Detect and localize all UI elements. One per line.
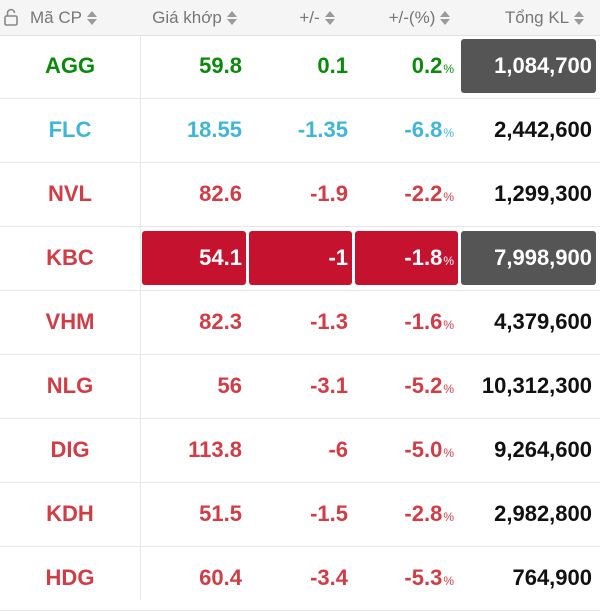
percent-unit: % (443, 574, 454, 588)
stock-code[interactable]: KDH (46, 501, 94, 526)
match-price: 54.1 (142, 231, 246, 285)
percent-value: -1.8 (404, 245, 443, 270)
percent-unit: % (443, 510, 454, 524)
stock-code[interactable]: VHM (45, 309, 95, 334)
table-row[interactable]: FLC 18.55 -1.35 -6.8% 2,442,600 (0, 99, 600, 163)
percent-unit: % (443, 62, 454, 76)
stock-code[interactable]: NVL (48, 181, 92, 206)
percent-unit: % (443, 446, 454, 460)
match-price: 82.3 (199, 309, 242, 334)
header-code[interactable]: Mã CP (30, 0, 122, 35)
table-row[interactable]: NVL 82.6 -1.9 -2.2% 1,299,300 (0, 163, 600, 227)
match-price: 60.4 (199, 565, 242, 590)
price-change: -1.35 (297, 117, 348, 142)
price-change: -1.3 (310, 309, 348, 334)
header-change-label: +/- (299, 7, 320, 27)
match-price: 82.6 (199, 181, 242, 206)
total-volume: 7,998,900 (461, 231, 596, 285)
percent-change: -2.8% (355, 487, 458, 541)
match-price: 18.55 (186, 117, 242, 142)
header-change[interactable]: +/- (280, 0, 355, 35)
total-volume: 2,442,600 (494, 117, 592, 142)
percent-unit: % (443, 382, 454, 396)
percent-change: -1.6% (355, 295, 458, 349)
match-price: 51.5 (199, 501, 242, 526)
total-volume: 1,299,300 (494, 181, 592, 206)
match-price: 59.8 (199, 53, 242, 78)
sort-icon (324, 10, 336, 26)
column-divider (140, 35, 141, 600)
table-row[interactable]: HDG 60.4 -3.4 -5.3% 764,900 (0, 547, 600, 611)
header-volume-label: Tổng KL (504, 7, 570, 27)
percent-change: -5.0% (355, 423, 458, 477)
price-change: -1 (249, 231, 352, 285)
sort-icon (439, 10, 451, 26)
table-header: Mã CP Giá khớp +/- +/-(%) Tổng KL (0, 0, 600, 36)
percent-value: -6.8 (404, 117, 443, 142)
match-price: 113.8 (188, 437, 242, 462)
price-change: 0.1 (317, 53, 348, 78)
stock-code[interactable]: HDG (45, 565, 95, 590)
header-code-label: Mã CP (30, 7, 82, 27)
table-row[interactable]: NLG 56 -3.1 -5.2% 10,312,300 (0, 355, 600, 419)
percent-value: -5.2 (404, 373, 443, 398)
sort-icon (573, 10, 585, 26)
stock-code[interactable]: NLG (46, 373, 94, 398)
price-change: -3.4 (310, 565, 348, 590)
percent-unit: % (443, 126, 454, 140)
header-price[interactable]: Giá khớp (140, 0, 250, 35)
percent-value: -2.8 (404, 501, 443, 526)
header-volume[interactable]: Tổng KL (495, 0, 595, 35)
unlock-icon[interactable] (4, 8, 18, 26)
percent-value: -5.0 (404, 437, 443, 462)
percent-value: -5.3 (404, 565, 443, 590)
table-row[interactable]: AGG 59.8 0.1 0.2% 1,084,700 (0, 35, 600, 99)
stock-code[interactable]: FLC (48, 117, 92, 142)
percent-change: -6.8% (355, 103, 458, 157)
total-volume: 4,379,600 (494, 309, 592, 334)
header-percent-label: +/-(%) (388, 7, 436, 27)
percent-unit: % (443, 190, 454, 204)
percent-value: -2.2 (404, 181, 443, 206)
table-row[interactable]: KDH 51.5 -1.5 -2.8% 2,982,800 (0, 483, 600, 547)
sort-icon (226, 10, 238, 26)
percent-change: -5.3% (355, 551, 458, 605)
table-row[interactable]: VHM 82.3 -1.3 -1.6% 4,379,600 (0, 291, 600, 355)
match-price: 56 (217, 373, 242, 398)
total-volume: 2,982,800 (494, 501, 592, 526)
percent-change: -1.8% (355, 231, 458, 285)
header-percent[interactable]: +/-(%) (380, 0, 460, 35)
percent-change: 0.2% (355, 39, 458, 93)
percent-change: -5.2% (355, 359, 458, 413)
table-row[interactable]: DIG 113.8 -6 -5.0% 9,264,600 (0, 419, 600, 483)
table-row[interactable]: KBC 54.1 -1 -1.8% 7,998,900 (0, 227, 600, 291)
price-change: -6 (328, 437, 348, 462)
stock-code[interactable]: KBC (46, 245, 94, 270)
price-change: -1.5 (310, 501, 348, 526)
total-volume: 764,900 (512, 565, 592, 590)
total-volume: 1,084,700 (461, 39, 596, 93)
percent-unit: % (443, 318, 454, 332)
price-change: -3.1 (310, 373, 348, 398)
sort-icon (86, 10, 98, 26)
percent-unit: % (443, 254, 454, 268)
header-price-label: Giá khớp (152, 7, 222, 27)
stock-code[interactable]: AGG (44, 53, 96, 78)
total-volume: 10,312,300 (481, 373, 592, 398)
price-change: -1.9 (310, 181, 348, 206)
percent-value: -1.6 (404, 309, 443, 334)
stock-code[interactable]: DIG (50, 437, 90, 462)
total-volume: 9,264,600 (494, 437, 592, 462)
percent-value: 0.2 (411, 53, 443, 78)
percent-change: -2.2% (355, 167, 458, 221)
